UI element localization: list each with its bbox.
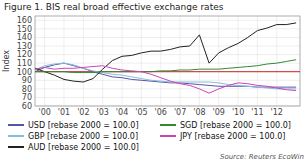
grid-line [160, 16, 161, 106]
x-tick-label: '04 [116, 108, 128, 117]
plot-area [35, 23, 300, 93]
grid-line [199, 16, 200, 106]
grid-line [35, 37, 300, 38]
y-tick-label: 110 [17, 59, 32, 68]
x-tick-label: '09 [213, 108, 225, 117]
grid-line [122, 16, 123, 106]
grid-line [238, 16, 239, 106]
grid-line [257, 16, 258, 106]
grid-line [141, 16, 142, 106]
grid-line [276, 16, 277, 106]
grid-line [83, 16, 84, 106]
x-tick-label: '12 [271, 108, 283, 117]
y-axis-label: Index [2, 50, 11, 72]
y-tick-label: 160 [17, 16, 32, 25]
reference-line [35, 71, 300, 72]
y-tick-label: 140 [17, 33, 32, 42]
grid-line [35, 71, 300, 72]
legend-swatch [8, 135, 24, 137]
y-tick-label: 70 [22, 93, 32, 102]
legend-swatch [160, 124, 176, 126]
series-line [35, 23, 296, 82]
y-tick-label: 130 [17, 42, 32, 51]
x-tick-label: '01 [58, 108, 70, 117]
legend-swatch [160, 135, 176, 137]
source-note: Source: Reuters EcoWin [220, 153, 304, 161]
plot-frame [35, 16, 300, 106]
x-tick-label: '06 [155, 108, 167, 117]
chart: Figure 1. BIS real broad effective excha… [0, 0, 308, 163]
series-line [35, 60, 296, 73]
grid-line [102, 16, 103, 106]
legend: USD [rebase 2000 = 100.0] GBP [rebase 200… [8, 121, 291, 152]
y-tick-label: 120 [17, 50, 32, 59]
series-line [35, 66, 296, 93]
y-tick-label: 100 [17, 68, 32, 77]
x-tick-label: '08 [193, 108, 205, 117]
grid-line [35, 97, 300, 98]
grid-line [180, 16, 181, 106]
x-tick-label: '02 [77, 108, 89, 117]
x-tick-label: '00 [38, 108, 50, 117]
legend-label: USD [rebase 2000 = 100.0] [28, 121, 139, 130]
legend-swatch [8, 146, 24, 148]
title: Figure 1. BIS real broad effective excha… [4, 2, 224, 12]
legend-label: SGD [rebase 2000 = 100.0] [180, 121, 291, 130]
grid-line [64, 16, 65, 106]
y-tick-label: 80 [22, 85, 32, 94]
legend-label: GBP [rebase 2000 = 100.0] [28, 132, 138, 141]
grid-line [35, 46, 300, 47]
x-tick-label: '10 [232, 108, 244, 117]
series-line [35, 63, 296, 87]
grid-line [35, 63, 300, 64]
x-tick-label: '11 [251, 108, 263, 117]
grid-line [218, 16, 219, 106]
legend-label: AUD [rebase 2000 = 100.0] [28, 143, 139, 152]
grid-line [35, 20, 300, 21]
grid-line [44, 16, 45, 106]
legend-swatch [8, 124, 24, 126]
grid-line [35, 28, 300, 29]
x-tick-label: '05 [135, 108, 147, 117]
legend-label: JPY [rebase 2000 = 100.0] [179, 132, 285, 141]
grid [35, 16, 300, 106]
grid-line [35, 54, 300, 55]
y-tick-label: 60 [22, 102, 32, 111]
x-tick-label: '07 [174, 108, 186, 117]
x-tick-label: '03 [97, 108, 109, 117]
y-tick-label: 150 [17, 25, 32, 34]
grid-line [35, 88, 300, 89]
y-tick-label: 90 [22, 76, 32, 85]
